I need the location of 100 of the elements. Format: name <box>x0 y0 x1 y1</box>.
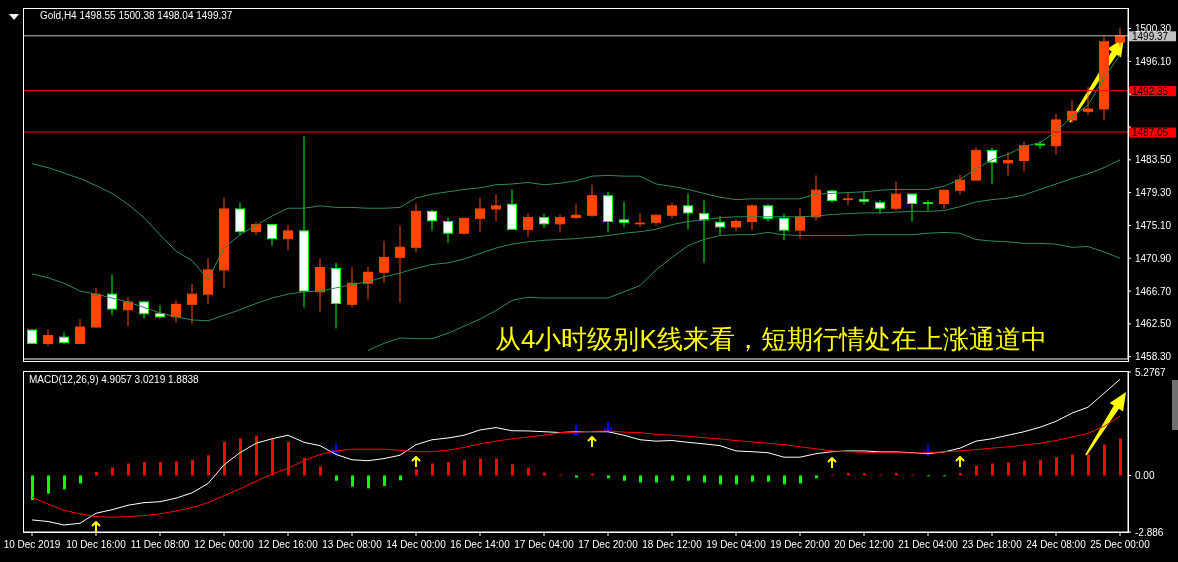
bar <box>335 475 338 481</box>
bar <box>367 475 370 489</box>
y-tick-label: 5.2767 <box>1135 366 1167 378</box>
candlestick <box>107 274 117 316</box>
candlestick <box>571 203 581 220</box>
bar <box>751 475 754 482</box>
y-tick-label: 1470.90 <box>1135 252 1172 264</box>
bar <box>815 475 818 479</box>
candlestick <box>619 201 629 228</box>
x-tick-label: 11 Dec 08:00 <box>130 539 190 550</box>
x-tick-label: 12 Dec 00:00 <box>194 539 255 550</box>
candlestick <box>427 209 437 232</box>
y-tick-label: 1462.50 <box>1135 318 1172 330</box>
bar <box>687 475 690 481</box>
bar <box>623 475 626 481</box>
candlestick <box>1003 151 1013 176</box>
candlestick <box>843 191 853 206</box>
bar <box>767 475 770 482</box>
candlestick <box>395 224 405 304</box>
bar <box>671 475 674 481</box>
bar <box>1071 454 1074 476</box>
y-tick-label: 1483.50 <box>1135 154 1172 166</box>
candlestick <box>443 217 453 244</box>
candlestick <box>715 215 725 236</box>
x-tick-label: 18 Dec 12:00 <box>642 539 703 550</box>
bar <box>703 475 706 483</box>
bar <box>575 475 578 478</box>
bar <box>463 459 466 476</box>
bar <box>1103 444 1106 476</box>
candlestick <box>1035 140 1045 150</box>
bar <box>479 458 482 476</box>
bar <box>399 475 402 481</box>
bar <box>863 473 866 476</box>
ref-line-label: 1487.05 <box>1132 127 1169 139</box>
candlestick <box>859 190 869 205</box>
x-tick-label: 19 Dec 20:00 <box>770 539 831 550</box>
candlestick <box>795 207 805 240</box>
bar <box>639 475 642 483</box>
candlestick <box>363 266 373 301</box>
x-tick-label: 25 Dec 00:00 <box>1090 539 1151 550</box>
y-tick-label: 1466.70 <box>1135 285 1172 297</box>
ref-line-label: 1492.35 <box>1132 85 1169 97</box>
x-tick-label: 14 Dec 00:00 <box>386 539 447 550</box>
y-tick-label: 1458.30 <box>1135 351 1172 363</box>
x-tick-label: 13 Dec 08:00 <box>322 539 383 550</box>
bar <box>527 467 530 476</box>
candlestick <box>987 147 997 185</box>
bar <box>1023 460 1026 476</box>
bar <box>1055 457 1058 476</box>
line-series <box>31 159 1121 322</box>
bar <box>735 475 738 485</box>
candlestick <box>683 192 693 230</box>
bar <box>319 466 322 476</box>
candlestick <box>491 193 501 222</box>
candlestick <box>891 181 901 212</box>
bar <box>223 441 226 476</box>
chart-title: Gold,H4 1498.55 1500.38 1498.04 1499.37 <box>40 10 233 21</box>
candlestick <box>523 213 533 238</box>
candlestick <box>939 188 949 210</box>
candlestick <box>347 266 357 308</box>
bar <box>111 467 114 476</box>
bar <box>255 435 258 476</box>
bar <box>351 475 354 487</box>
bar <box>159 462 162 476</box>
bar <box>143 462 146 476</box>
bar <box>127 463 130 476</box>
bar <box>1007 462 1010 476</box>
bar <box>47 475 50 494</box>
bar <box>207 455 210 476</box>
candlestick <box>555 213 565 233</box>
candlestick <box>187 283 197 325</box>
bar <box>975 465 978 476</box>
candlestick <box>171 299 181 323</box>
bar <box>719 475 722 485</box>
bar <box>431 463 434 476</box>
bar <box>799 475 802 484</box>
candlestick <box>1115 27 1125 47</box>
bar <box>239 438 242 476</box>
y-tick-label: 1479.30 <box>1135 187 1172 199</box>
x-tick-label: 23 Dec 18:00 <box>962 539 1023 550</box>
bar <box>1119 438 1122 476</box>
bar <box>447 462 450 476</box>
chart-title: MACD(12,26,9) 4.9057 3.0219 1.8838 <box>29 374 199 385</box>
bar <box>1039 459 1042 476</box>
bar <box>175 461 178 476</box>
bar <box>991 463 994 476</box>
bar <box>783 475 786 485</box>
bar <box>191 459 194 476</box>
candlestick <box>43 328 53 347</box>
bar <box>1087 454 1090 476</box>
candlestick <box>283 224 293 251</box>
candlestick <box>955 174 965 196</box>
candlestick <box>923 199 933 212</box>
bar <box>655 475 658 483</box>
candlestick <box>635 212 645 228</box>
bar <box>31 475 34 500</box>
candlestick <box>379 240 389 284</box>
bar <box>63 475 66 490</box>
candlestick <box>779 213 789 241</box>
bar <box>607 475 610 479</box>
